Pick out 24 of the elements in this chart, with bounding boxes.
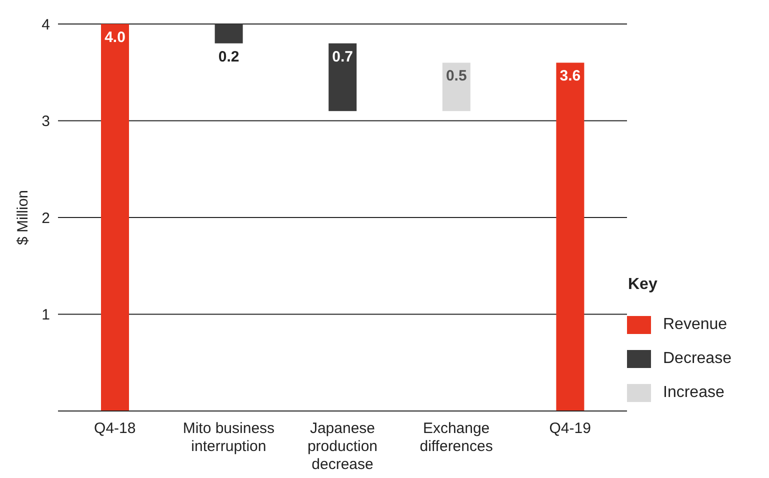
data-label: 0.5 <box>446 68 467 85</box>
bar <box>556 62 584 411</box>
legend-title: Key <box>628 276 658 294</box>
x-tick-label: Exchange differences <box>420 420 493 455</box>
data-label: 0.2 <box>218 48 240 66</box>
y-tick-label: 1 <box>42 306 50 324</box>
y-axis-title: $ Million <box>14 190 32 246</box>
y-tick-label: 4 <box>42 16 50 34</box>
bar <box>328 43 357 112</box>
bar <box>101 24 129 411</box>
legend-label: Increase <box>663 384 724 401</box>
data-label: 0.7 <box>332 48 354 66</box>
bar <box>214 24 243 44</box>
y-tick-label: 2 <box>42 210 50 227</box>
y-tick-label: 3 <box>42 113 50 130</box>
data-label: 3.6 <box>560 68 581 85</box>
x-tick-label: Q4-18 <box>94 420 136 437</box>
data-label: 4.0 <box>104 29 126 46</box>
legend-label: Revenue <box>663 316 728 333</box>
bar <box>442 62 470 112</box>
x-tick-label: Mito business interruption <box>182 420 275 455</box>
x-tick-label: Japanese production decrease <box>307 420 378 473</box>
x-tick-label: Q4-19 <box>549 420 591 437</box>
legend-label: Decrease <box>663 350 732 367</box>
